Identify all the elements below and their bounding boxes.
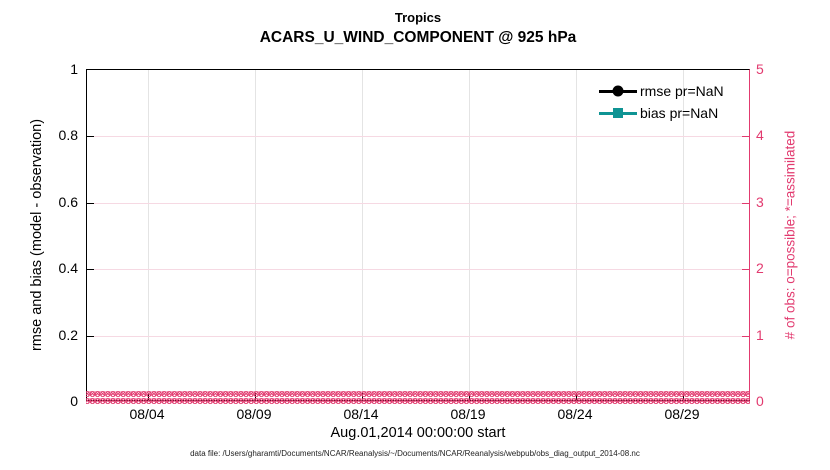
chart-title: Tropics — [394, 10, 442, 25]
legend-line-sample — [599, 107, 637, 119]
x-gridline — [576, 70, 577, 400]
right-y-tick-mark — [742, 136, 749, 138]
obs-assimilated-markers: ××××××××××××××××××××××××××××××××××××××××… — [86, 389, 750, 400]
x-gridline — [683, 70, 684, 400]
legend: rmse pr=NaN bias pr=NaN — [599, 80, 724, 124]
chart-subtitle: ACARS_U_WIND_COMPONENT @ 925 hPa — [259, 29, 577, 46]
left-y-tick-mark — [87, 202, 94, 204]
x-tick-label: 08/29 — [664, 406, 700, 422]
x-gridline — [362, 70, 363, 400]
square-marker-icon — [613, 108, 623, 118]
x-tick-label: 08/14 — [343, 406, 379, 422]
x-tick-mark — [683, 393, 684, 400]
x-gridline — [255, 70, 256, 400]
x-tick-mark — [148, 393, 149, 400]
right-y-tick-mark — [742, 202, 749, 204]
y-gridline — [87, 269, 749, 271]
x-axis-label: Aug.01,2014 00:00:00 start — [330, 425, 506, 441]
circle-marker-icon — [612, 85, 624, 97]
x-tick-label: 08/09 — [236, 406, 272, 422]
legend-entry: rmse pr=NaN — [599, 80, 724, 102]
right-y-tick-label: 4 — [756, 127, 764, 144]
obs-marker-band: oooooooooooooooooooooooooooooooooooooooo… — [86, 389, 750, 408]
right-y-tick-mark — [742, 335, 749, 337]
obs-assimilated-markers: ××××××××××××××××××××××××××××××××××××××××… — [86, 394, 750, 407]
y-gridline — [87, 202, 749, 204]
right-y-tick-label: 3 — [756, 193, 764, 210]
right-y-tick-mark — [742, 269, 749, 271]
right-y-tick-label: 0 — [756, 393, 764, 409]
x-tick-label: 08/19 — [450, 406, 486, 422]
plot-area — [86, 69, 750, 401]
legend-entry-label: bias pr=NaN — [640, 105, 719, 121]
left-y-tick-mark — [87, 335, 94, 337]
right-y-tick-label: 1 — [756, 326, 764, 343]
right-y-tick-label: 5 — [756, 61, 764, 77]
left-y-tick-label: 1 — [70, 61, 78, 77]
x-tick-label: 08/24 — [557, 406, 593, 422]
left-y-tick-label: 0.4 — [58, 260, 78, 277]
x-tick-mark — [576, 393, 577, 400]
left-y-tick-label: 0.2 — [58, 326, 78, 343]
x-tick-mark — [362, 393, 363, 400]
legend-entry: bias pr=NaN — [599, 102, 724, 124]
right-y-tick-label: 2 — [756, 260, 764, 277]
obs-possible-markers: oooooooooooooooooooooooooooooooooooooooo… — [86, 394, 750, 407]
left-y-tick-label: 0 — [70, 393, 78, 409]
right-y-axis-label: # of obs: o=possible; *=assimilated — [782, 130, 798, 340]
data-file-footer: data file: /Users/gharamti/Documents/NCA… — [190, 449, 640, 458]
x-tick-mark — [469, 393, 470, 400]
left-y-tick-mark — [87, 136, 94, 138]
y-gridline — [87, 335, 749, 337]
legend-line-sample — [599, 85, 637, 97]
left-y-tick-mark — [87, 269, 94, 271]
x-tick-label: 08/04 — [129, 406, 165, 422]
left-y-tick-label: 0.6 — [58, 193, 78, 210]
left-y-tick-label: 0.8 — [58, 127, 78, 144]
x-gridline — [148, 70, 149, 400]
obs-possible-markers: oooooooooooooooooooooooooooooooooooooooo… — [86, 389, 750, 400]
y-gridline — [87, 136, 749, 138]
x-tick-mark — [255, 393, 256, 400]
left-y-axis-label: rmse and bias (model - observation) — [29, 118, 45, 352]
legend-entry-label: rmse pr=NaN — [640, 83, 724, 99]
x-gridline — [469, 70, 470, 400]
